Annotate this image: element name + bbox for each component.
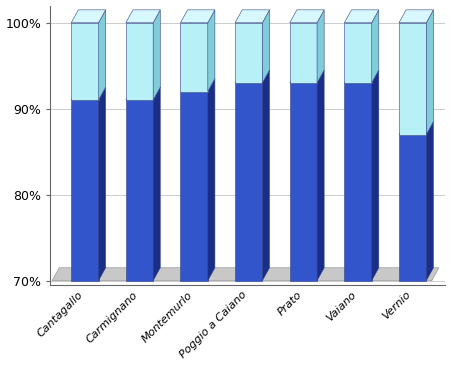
Polygon shape bbox=[317, 10, 324, 83]
Polygon shape bbox=[345, 70, 379, 83]
Polygon shape bbox=[126, 100, 153, 281]
Polygon shape bbox=[290, 70, 324, 83]
Polygon shape bbox=[345, 83, 372, 281]
Polygon shape bbox=[235, 23, 262, 83]
Polygon shape bbox=[180, 10, 215, 23]
Polygon shape bbox=[426, 10, 433, 135]
Polygon shape bbox=[399, 23, 426, 135]
Polygon shape bbox=[262, 70, 270, 281]
Polygon shape bbox=[399, 135, 426, 281]
Polygon shape bbox=[262, 10, 270, 83]
Polygon shape bbox=[399, 10, 433, 23]
Polygon shape bbox=[98, 87, 106, 281]
Polygon shape bbox=[126, 87, 160, 100]
Polygon shape bbox=[180, 79, 215, 92]
Polygon shape bbox=[126, 10, 160, 23]
Polygon shape bbox=[345, 10, 379, 23]
Polygon shape bbox=[290, 23, 317, 83]
Polygon shape bbox=[71, 10, 106, 23]
Polygon shape bbox=[317, 70, 324, 281]
Polygon shape bbox=[426, 122, 433, 281]
Polygon shape bbox=[235, 10, 270, 23]
Polygon shape bbox=[71, 100, 98, 281]
Polygon shape bbox=[52, 268, 439, 281]
Polygon shape bbox=[290, 10, 324, 23]
Polygon shape bbox=[126, 23, 153, 100]
Polygon shape bbox=[372, 70, 379, 281]
Polygon shape bbox=[235, 83, 262, 281]
Polygon shape bbox=[153, 87, 160, 281]
Polygon shape bbox=[290, 83, 317, 281]
Polygon shape bbox=[180, 23, 208, 92]
Polygon shape bbox=[71, 87, 106, 100]
Polygon shape bbox=[345, 23, 372, 83]
Polygon shape bbox=[153, 10, 160, 100]
Polygon shape bbox=[372, 10, 379, 83]
Polygon shape bbox=[98, 10, 106, 100]
Polygon shape bbox=[399, 122, 433, 135]
Polygon shape bbox=[180, 92, 208, 281]
Polygon shape bbox=[235, 70, 270, 83]
Polygon shape bbox=[71, 23, 98, 100]
Polygon shape bbox=[208, 10, 215, 92]
Polygon shape bbox=[208, 79, 215, 281]
